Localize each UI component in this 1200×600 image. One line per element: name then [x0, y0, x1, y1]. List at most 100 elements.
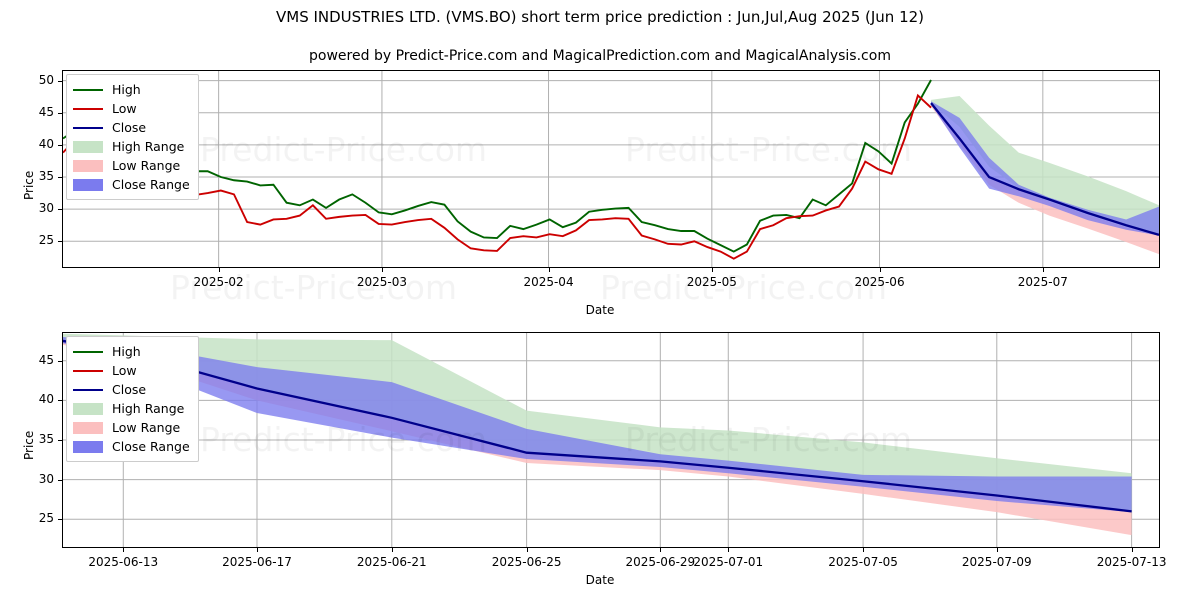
bottom-chart-legend: High Low Close High Range Low Range Close Ran… [66, 336, 199, 462]
x-tick-label: 2025-07 [1017, 275, 1068, 289]
legend-item-low: Low [73, 99, 190, 118]
legend-item-label: Low Range [112, 158, 181, 173]
low-line [63, 93, 932, 260]
x-tick-label: 2025-06-29 [625, 555, 696, 569]
y-tick-label: 45 [38, 104, 54, 119]
legend-band-swatch [73, 402, 103, 415]
y-tick-label: 25 [38, 233, 54, 248]
legend-item-high: High [73, 342, 190, 361]
y-tick-mark [58, 479, 62, 481]
bottom-chart-panel: Price 25 30 35 40 45 2025-06-13 2025-06-17 2025… [0, 320, 1200, 600]
x-tick-label: 2025-07-01 [693, 555, 764, 569]
x-tick-mark [1131, 548, 1133, 552]
y-tick-mark [58, 360, 62, 362]
y-tick-mark [58, 112, 62, 114]
x-tick-mark [391, 548, 393, 552]
legend-item-close: Close [73, 118, 190, 137]
legend-item-low: Low [73, 361, 190, 380]
y-tick-mark [58, 400, 62, 402]
legend-line-swatch [73, 369, 103, 372]
legend-item-close-range: Close Range [73, 175, 190, 194]
y-tick-mark [58, 241, 62, 243]
x-tick-mark [728, 548, 730, 552]
x-tick-label: 2025-07-09 [961, 555, 1032, 569]
x-tick-mark [218, 268, 220, 272]
y-tick-mark [58, 440, 62, 441]
legend-item-low-range: Low Range [73, 418, 190, 437]
y-tick-label: 30 [38, 201, 54, 216]
y-tick-mark [58, 144, 62, 146]
x-tick-label: 2025-07-13 [1096, 555, 1167, 569]
legend-item-close-range: Close Range [73, 437, 190, 456]
legend-item-label: Close Range [112, 439, 190, 454]
high-range-band [931, 96, 1159, 235]
y-tick-mark [58, 80, 62, 82]
legend-line-swatch [73, 126, 103, 129]
x-tick-mark [863, 548, 865, 552]
legend-item-label: High Range [112, 139, 185, 154]
close-range-band [63, 336, 1132, 513]
x-tick-label: 2025-06-25 [491, 555, 562, 569]
x-tick-mark [381, 268, 383, 272]
top-chart-panel: Price 25 30 35 40 45 50 2025-02 2025-03 2025-04 2… [22, 70, 1160, 317]
bottom-chart-x-axis-label: Date [585, 573, 615, 587]
legend-band-swatch [73, 440, 103, 453]
y-tick-label: 30 [38, 471, 54, 486]
legend-item-close: Close [73, 380, 190, 399]
high-line [63, 79, 932, 253]
page-title: VMS INDUSTRIES LTD. (VMS.BO) short term … [275, 8, 925, 26]
y-tick-label: 35 [38, 169, 54, 184]
x-tick-label: 2025-06 [854, 275, 905, 289]
legend-item-high-range: High Range [73, 137, 190, 156]
legend-line-swatch [73, 350, 103, 353]
x-tick-mark [123, 548, 125, 552]
x-tick-label: 2025-02 [193, 275, 244, 289]
legend-line-swatch [73, 388, 103, 391]
legend-item-label: High [112, 344, 141, 359]
bottom-chart-plot-area [62, 332, 1160, 548]
x-tick-label: 2025-06-17 [222, 555, 292, 569]
page-subtitle: powered by Predict-Price.com and Magical… [309, 48, 891, 64]
legend-line-swatch [73, 107, 103, 110]
legend-item-label: High Range [112, 401, 185, 416]
legend-item-low-range: Low Range [73, 156, 190, 175]
close-range-band [931, 101, 1159, 236]
top-chart-legend: High Low Close High Range Low Range Close Ran… [66, 74, 199, 200]
x-tick-mark [879, 268, 881, 272]
legend-band-swatch [73, 140, 103, 153]
legend-band-swatch [73, 159, 103, 172]
x-tick-mark [548, 268, 550, 272]
legend-item-label: Low Range [112, 420, 181, 435]
x-tick-mark [711, 268, 713, 272]
x-tick-label: 2025-06-21 [356, 555, 427, 569]
low-range-band [931, 103, 1159, 255]
top-chart-plot-area [62, 70, 1160, 268]
legend-item-label: Close [112, 120, 147, 135]
legend-item-label: Close Range [112, 177, 190, 192]
x-tick-label: 2025-07-05 [828, 555, 898, 569]
legend-item-label: High [112, 82, 141, 97]
x-tick-label: 2025-05 [686, 275, 737, 289]
y-tick-mark [58, 519, 62, 521]
legend-item-high-range: High Range [73, 399, 190, 418]
x-tick-mark [256, 548, 258, 552]
legend-item-label: Low [112, 363, 137, 378]
close-line [930, 102, 1159, 236]
x-tick-mark [1042, 268, 1044, 272]
x-tick-label: 2025-06-13 [88, 555, 159, 569]
top-chart-x-axis-label: Date [585, 303, 615, 317]
legend-band-swatch [73, 178, 103, 191]
y-tick-mark [58, 177, 62, 179]
x-tick-mark [526, 548, 528, 552]
legend-item-label: Low [112, 101, 137, 116]
y-tick-label: 25 [38, 511, 54, 526]
legend-line-swatch [73, 88, 103, 91]
legend-item-label: Close [112, 382, 147, 397]
y-tick-label: 45 [38, 352, 54, 367]
x-tick-mark [660, 548, 662, 552]
y-tick-label: 35 [38, 432, 54, 446]
x-tick-mark [996, 548, 998, 552]
x-tick-label: 2025-04 [523, 275, 574, 289]
y-tick-label: 40 [38, 392, 54, 407]
